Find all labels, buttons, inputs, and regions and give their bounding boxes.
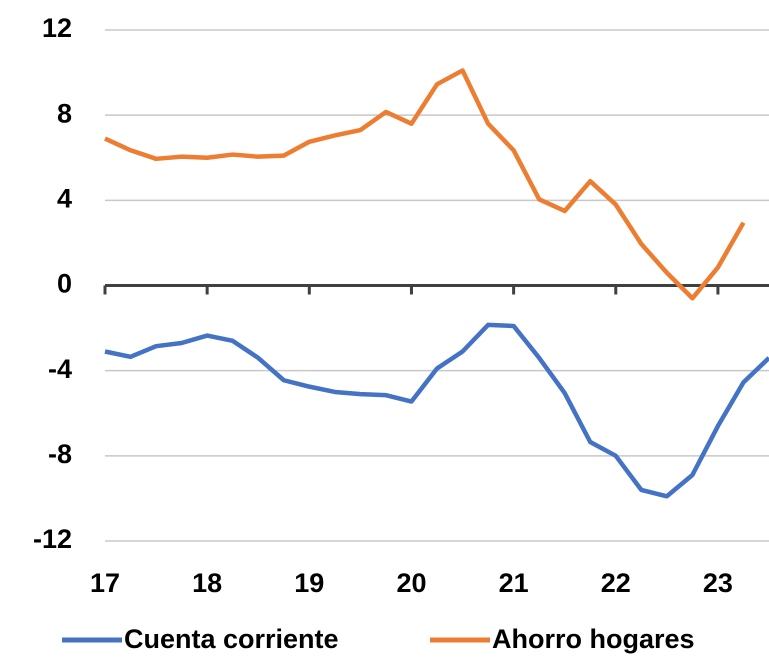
- y-tick-label: 4: [57, 183, 72, 213]
- x-tick-label: 22: [601, 568, 631, 598]
- x-tick-label: 17: [90, 568, 120, 598]
- series-line: [104, 68, 746, 301]
- x-tick-label: 21: [499, 568, 529, 598]
- y-tick-label: -12: [33, 524, 72, 554]
- y-tick-label: -4: [48, 354, 72, 384]
- x-tick-label: 23: [703, 568, 733, 598]
- legend-label: Cuenta corriente: [124, 624, 339, 654]
- y-tick-label: 12: [42, 13, 72, 43]
- x-tick-label: 19: [294, 568, 324, 598]
- y-tick-label: 8: [57, 98, 72, 128]
- x-tick-label: 20: [396, 568, 426, 598]
- y-tick-label: 0: [57, 269, 72, 299]
- x-tick-label: 18: [192, 568, 222, 598]
- series-line: [104, 322, 769, 499]
- y-tick-label: -8: [48, 439, 72, 469]
- legend-label: Ahorro hogares: [492, 624, 695, 654]
